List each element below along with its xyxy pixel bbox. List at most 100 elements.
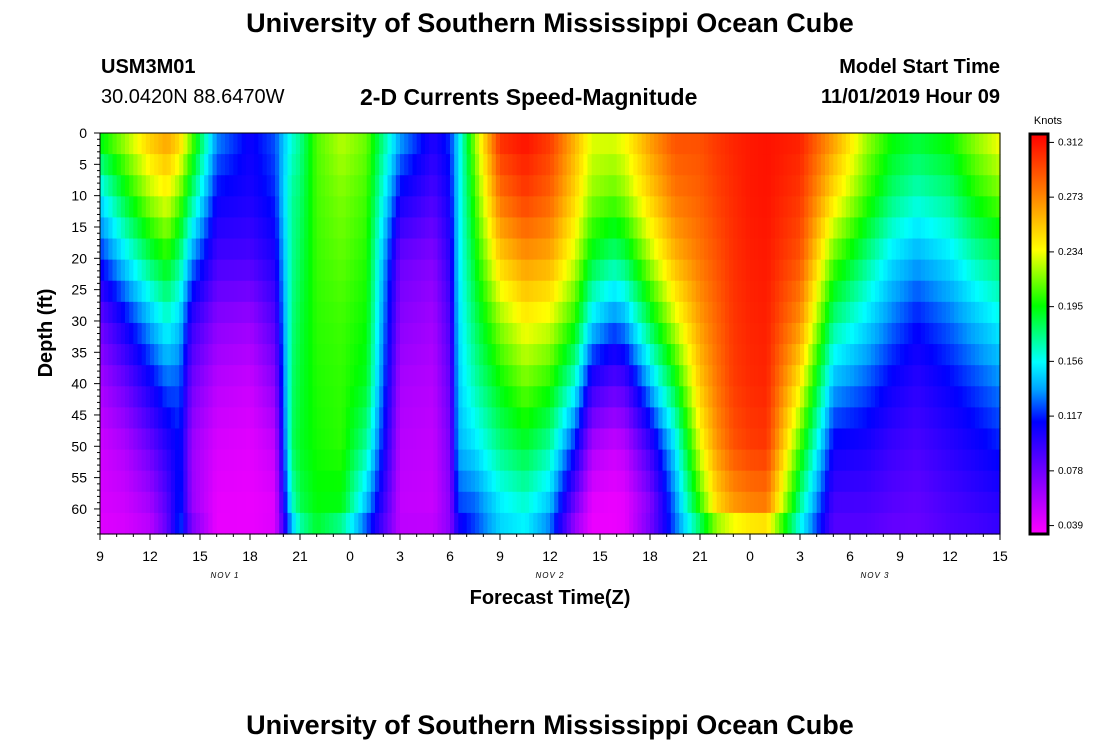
- heatmap-cell: [450, 470, 455, 493]
- heatmap-cell: [650, 512, 655, 535]
- heatmap-cell: [850, 238, 855, 261]
- heatmap-cell: [204, 238, 209, 261]
- heatmap-cell: [675, 512, 680, 535]
- heatmap-cell: [433, 344, 439, 366]
- heatmap-cell: [887, 386, 893, 408]
- heatmap-cell: [579, 175, 584, 197]
- heatmap-cell: [812, 428, 818, 451]
- heatmap-cell: [812, 449, 818, 472]
- heatmap-cell: [595, 470, 601, 493]
- heatmap-cell: [250, 428, 255, 451]
- heatmap-cell: [587, 344, 593, 366]
- heatmap-cell: [766, 301, 772, 324]
- heatmap-cell: [287, 512, 293, 535]
- heatmap-cell: [266, 280, 272, 303]
- heatmap-cell: [712, 280, 718, 303]
- heatmap-cell: [850, 175, 855, 197]
- heatmap-cell: [866, 428, 872, 451]
- heatmap-cell: [658, 386, 664, 408]
- heatmap-cell: [966, 259, 972, 282]
- heatmap-cell: [545, 322, 551, 345]
- heatmap-cell: [358, 428, 364, 451]
- heatmap-cell: [216, 154, 222, 176]
- heatmap-cell: [925, 259, 930, 282]
- heatmap-cell: [808, 407, 814, 430]
- heatmap-cell: [316, 449, 322, 472]
- heatmap-cell: [491, 470, 497, 493]
- heatmap-cell: [583, 259, 589, 282]
- heatmap-cell: [391, 238, 397, 261]
- heatmap-cell: [545, 470, 551, 493]
- heatmap-cell: [529, 512, 534, 535]
- heatmap-cell: [570, 428, 576, 451]
- heatmap-cell: [741, 512, 747, 535]
- heatmap-cell: [962, 175, 968, 197]
- heatmap-cell: [287, 344, 293, 366]
- heatmap-cell: [958, 259, 964, 282]
- heatmap-cell: [329, 259, 334, 282]
- heatmap-cell: [275, 196, 280, 219]
- heatmap-cell: [654, 259, 659, 282]
- heatmap-cell: [100, 196, 105, 219]
- heatmap-cell: [325, 217, 330, 240]
- heatmap-cell: [225, 259, 230, 282]
- heatmap-cell: [395, 344, 401, 366]
- heatmap-cell: [733, 154, 739, 176]
- heatmap-cell: [775, 217, 780, 240]
- heatmap-cell: [554, 154, 559, 176]
- heatmap-cell: [695, 280, 701, 303]
- heatmap-cell: [558, 196, 564, 219]
- heatmap-cell: [100, 491, 105, 514]
- heatmap-cell: [837, 133, 843, 155]
- heatmap-cell: [679, 491, 684, 514]
- heatmap-cell: [808, 154, 814, 176]
- heatmap-cell: [879, 491, 884, 514]
- heatmap-cell: [120, 238, 126, 261]
- heatmap-cell: [766, 407, 772, 430]
- heatmap-cell: [845, 301, 851, 324]
- heatmap-cell: [616, 322, 622, 345]
- heatmap-cell: [316, 344, 322, 366]
- heatmap-cell: [366, 238, 372, 261]
- heatmap-cell: [641, 154, 647, 176]
- heatmap-cell: [687, 449, 693, 472]
- heatmap-cell: [195, 322, 201, 345]
- heatmap-cell: [483, 280, 489, 303]
- heatmap-cell: [245, 280, 251, 303]
- heatmap-cell: [483, 386, 489, 408]
- heatmap-cell: [783, 365, 789, 387]
- heatmap-cell: [354, 175, 359, 197]
- heatmap-cell: [337, 322, 343, 345]
- x-date-label: NOV 2: [535, 571, 564, 580]
- heatmap-cell: [391, 407, 397, 430]
- heatmap-cell: [220, 175, 226, 197]
- heatmap-cell: [100, 449, 105, 472]
- heatmap-cell: [662, 344, 668, 366]
- heatmap-cell: [700, 491, 705, 514]
- heatmap-cell: [533, 407, 539, 430]
- heatmap-cell: [370, 217, 376, 240]
- heatmap-cell: [845, 344, 851, 366]
- heatmap-cell: [945, 344, 951, 366]
- heatmap-cell: [204, 217, 209, 240]
- heatmap-cell: [216, 512, 222, 535]
- heatmap-cell: [929, 428, 934, 451]
- heatmap-cell: [466, 259, 472, 282]
- heatmap-cell: [195, 301, 201, 324]
- heatmap-cell: [583, 491, 589, 514]
- heatmap-cell: [291, 175, 297, 197]
- heatmap-cell: [891, 491, 897, 514]
- heatmap-cell: [708, 322, 714, 345]
- heatmap-cell: [304, 238, 309, 261]
- heatmap-cell: [612, 217, 618, 240]
- heatmap-cell: [591, 133, 597, 155]
- heatmap-cell: [158, 238, 164, 261]
- heatmap-cell: [908, 217, 914, 240]
- heatmap-cell: [379, 196, 384, 219]
- heatmap-cell: [916, 365, 922, 387]
- heatmap-cell: [529, 301, 534, 324]
- heatmap-cell: [554, 491, 559, 514]
- heatmap-cell: [775, 196, 780, 219]
- heatmap-cell: [362, 217, 368, 240]
- heatmap-cell: [600, 238, 605, 261]
